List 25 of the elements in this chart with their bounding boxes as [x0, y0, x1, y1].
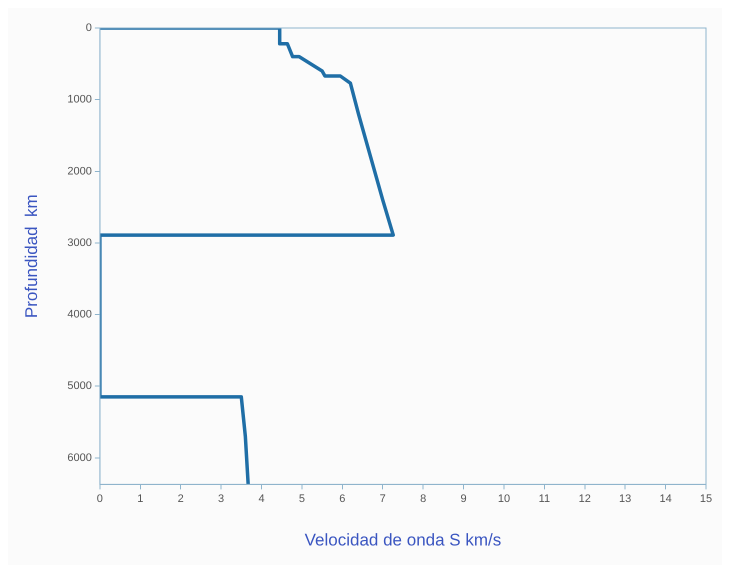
y-tick-label: 6000 [67, 452, 92, 464]
x-tick-label: 0 [96, 493, 103, 506]
y-tick-label: 1000 [67, 94, 92, 106]
x-tick-label: 3 [218, 493, 224, 506]
y-tick-label: 0 [86, 22, 92, 34]
x-tick-label: 2 [178, 493, 184, 506]
x-axis-title: Velocidad de onda S km/s [304, 530, 502, 550]
x-tick-label: 7 [380, 493, 386, 506]
y-axis-title: Profundidad km [22, 194, 41, 318]
y-tick-label: 5000 [67, 380, 92, 392]
x-tick-label: 13 [619, 493, 632, 506]
x-tick-label: 10 [498, 493, 510, 506]
x-tick-label: 4 [258, 493, 265, 506]
y-tick-label: 3000 [67, 236, 92, 249]
x-tick-label: 9 [460, 493, 467, 506]
y-tick-label: 4000 [67, 308, 92, 321]
x-tick-label: 14 [659, 493, 672, 506]
x-tick-label: 5 [298, 493, 305, 506]
x-tick-label: 12 [578, 493, 591, 506]
x-tick-label: 11 [538, 493, 550, 506]
x-tick-label: 15 [700, 493, 712, 506]
x-tick-label: 1 [137, 493, 144, 506]
y-tick-label: 2000 [67, 165, 92, 178]
x-tick-label: 6 [339, 493, 346, 506]
x-tick-label: 8 [420, 493, 426, 506]
